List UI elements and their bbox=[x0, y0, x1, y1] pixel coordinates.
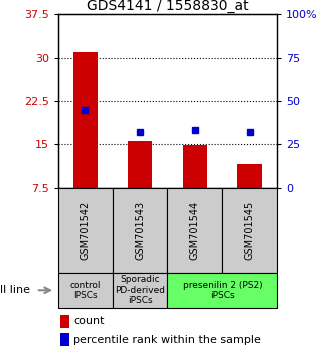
Text: Sporadic
PD-derived
iPSCs: Sporadic PD-derived iPSCs bbox=[115, 275, 165, 305]
Text: GSM701545: GSM701545 bbox=[245, 200, 255, 260]
Bar bbox=[113, 273, 168, 308]
Text: percentile rank within the sample: percentile rank within the sample bbox=[73, 335, 261, 345]
Text: cell line: cell line bbox=[0, 285, 30, 295]
Bar bbox=[58, 273, 113, 308]
Bar bbox=[222, 188, 277, 273]
Bar bbox=[60, 333, 69, 346]
Text: GSM701542: GSM701542 bbox=[80, 200, 90, 260]
Text: presenilin 2 (PS2)
iPSCs: presenilin 2 (PS2) iPSCs bbox=[182, 281, 262, 300]
Bar bbox=[113, 188, 168, 273]
Bar bbox=[168, 273, 277, 308]
Text: GSM701543: GSM701543 bbox=[135, 200, 145, 260]
Bar bbox=[60, 315, 69, 327]
Bar bbox=[237, 165, 262, 188]
Text: GSM701544: GSM701544 bbox=[190, 200, 200, 260]
Text: count: count bbox=[73, 316, 105, 326]
Bar bbox=[182, 145, 207, 188]
Bar bbox=[128, 141, 152, 188]
Title: GDS4141 / 1558830_at: GDS4141 / 1558830_at bbox=[87, 0, 248, 13]
Bar bbox=[73, 52, 98, 188]
Text: control
IPSCs: control IPSCs bbox=[69, 281, 101, 300]
Bar bbox=[58, 188, 113, 273]
Bar bbox=[168, 188, 222, 273]
